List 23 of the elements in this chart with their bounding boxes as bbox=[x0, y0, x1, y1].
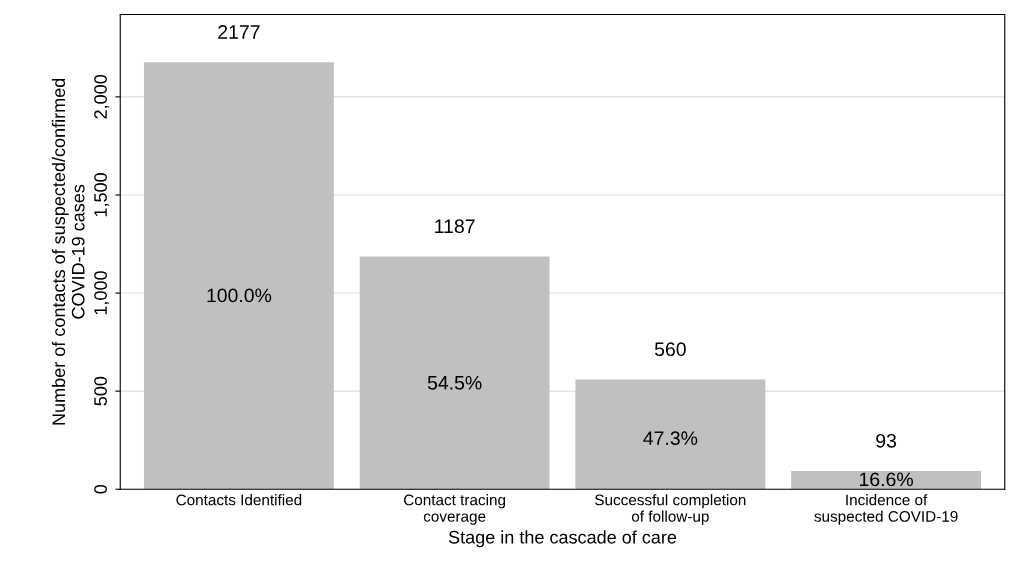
x-tick-label: Successful completion of follow-up bbox=[595, 494, 746, 525]
bar bbox=[791, 471, 981, 490]
x-tick-label: Contact tracing coverage bbox=[404, 494, 506, 525]
annotation: 54.5% bbox=[427, 376, 482, 390]
bar bbox=[575, 379, 766, 490]
y-tick-label: 2,000 bbox=[94, 74, 110, 119]
y-axis-title: Number of contacts of suspected/confirmed COVID-19 cases bbox=[51, 78, 85, 425]
annotation: 100.0% bbox=[207, 288, 272, 303]
bar bbox=[143, 62, 334, 490]
y-tick-label: 0 bbox=[94, 484, 107, 494]
y-tick-label: 500 bbox=[94, 376, 107, 406]
x-axis-title: Stage in the cascade of care bbox=[448, 530, 677, 548]
data-label: 560 bbox=[654, 342, 686, 357]
x-tick-label: Contacts Identified bbox=[176, 494, 302, 506]
y-tick-label: 1,500 bbox=[94, 173, 110, 217]
bar bbox=[359, 256, 550, 490]
annotation: 47.3% bbox=[643, 431, 698, 446]
x-tick-label: Incidence of suspected COVID-19 bbox=[814, 494, 958, 525]
data-label: 2177 bbox=[218, 25, 260, 39]
annotation: 16.6% bbox=[860, 472, 913, 487]
data-label: 1187 bbox=[435, 219, 475, 234]
data-label: 93 bbox=[876, 433, 897, 448]
y-tick-label: 1,000 bbox=[94, 271, 110, 315]
